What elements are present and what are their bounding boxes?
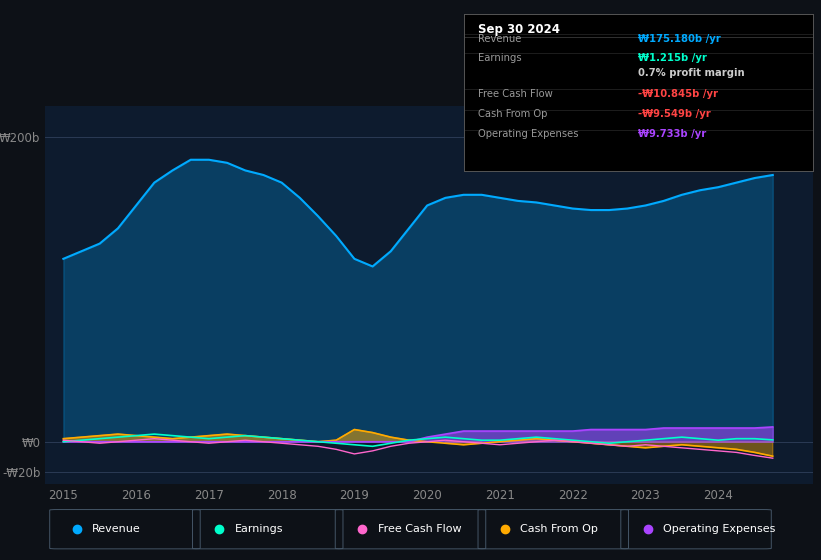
- Text: 0.7% profit margin: 0.7% profit margin: [639, 68, 745, 78]
- Text: Cash From Op: Cash From Op: [521, 524, 599, 534]
- Text: Sep 30 2024: Sep 30 2024: [478, 24, 560, 36]
- Text: ₩175.180b /yr: ₩175.180b /yr: [639, 34, 721, 44]
- Text: Revenue: Revenue: [92, 524, 141, 534]
- Text: Revenue: Revenue: [478, 34, 521, 44]
- Text: Free Cash Flow: Free Cash Flow: [478, 88, 553, 99]
- Text: Earnings: Earnings: [478, 53, 521, 63]
- Text: ₩1.215b /yr: ₩1.215b /yr: [639, 53, 707, 63]
- Text: Operating Expenses: Operating Expenses: [663, 524, 776, 534]
- Text: ₩9.733b /yr: ₩9.733b /yr: [639, 129, 707, 139]
- Text: -₩9.549b /yr: -₩9.549b /yr: [639, 109, 711, 119]
- Text: Cash From Op: Cash From Op: [478, 109, 548, 119]
- Text: Free Cash Flow: Free Cash Flow: [378, 524, 461, 534]
- Text: Operating Expenses: Operating Expenses: [478, 129, 578, 139]
- Text: -₩10.845b /yr: -₩10.845b /yr: [639, 88, 718, 99]
- Text: Earnings: Earnings: [235, 524, 283, 534]
